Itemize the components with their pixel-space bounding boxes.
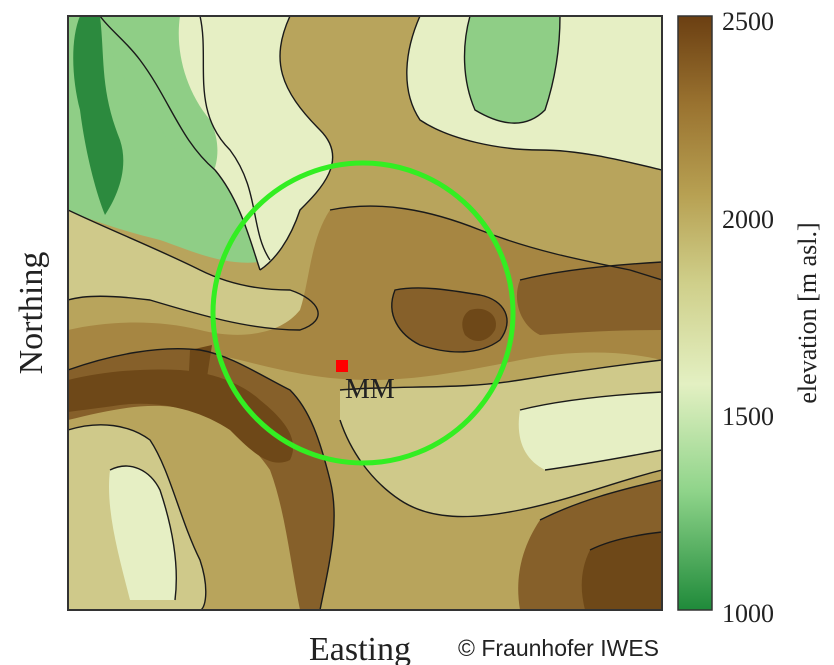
- colorbar-label: elevation [m asl.]: [793, 222, 822, 403]
- terrain-zone-light-sw: [109, 466, 177, 600]
- colorbar-tick-2500: 2500: [722, 7, 774, 36]
- terrain-zone-brown-east: [516, 262, 662, 335]
- colorbar-gradient: [677, 15, 713, 611]
- terrain-zone-low-mid-ne: [464, 16, 560, 124]
- terrain-zone-light-se: [518, 392, 662, 470]
- colorbar-tick-1500: 1500: [722, 402, 774, 431]
- colorbar-tick-1000: 1000: [722, 599, 774, 628]
- terrain-zone-dark-center: [462, 308, 496, 342]
- colorbar-tick-2000: 2000: [722, 205, 774, 234]
- terrain-zone-dark-se: [581, 532, 662, 610]
- terrain-zone-pale-w: [68, 210, 319, 330]
- colorbar: 2500 2000 1500 1000 elevation [m asl.]: [677, 7, 822, 628]
- met-mast-label: MM: [345, 374, 395, 405]
- terrain-zone-low: [73, 16, 124, 215]
- terrain-zone-low-mid-nw: [100, 16, 218, 190]
- terrain-map: MM: [68, 16, 662, 610]
- terrain-zone-dark-spot: [188, 345, 212, 392]
- copyright-notice: © Fraunhofer IWES: [458, 635, 659, 661]
- contour-lines: [68, 16, 662, 610]
- map-frame: [67, 15, 663, 611]
- met-mast-marker: [336, 360, 348, 372]
- analysis-radius-ring: [210, 160, 516, 466]
- x-axis-label: Easting: [309, 631, 411, 665]
- y-axis-label: Northing: [13, 252, 50, 375]
